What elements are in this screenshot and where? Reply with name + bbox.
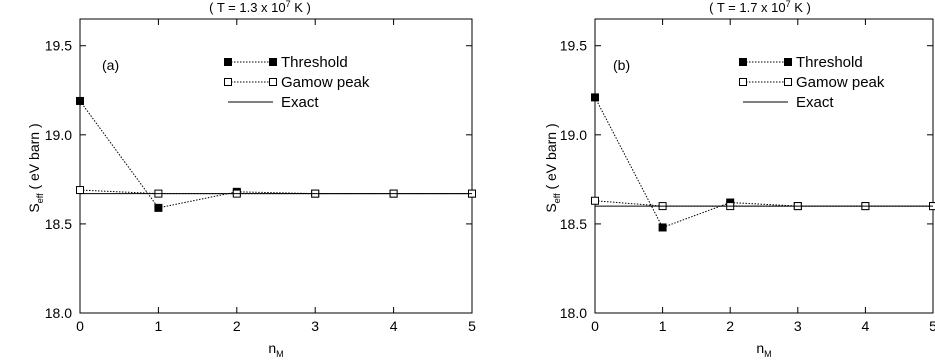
chart-title: ( T = 1.3 x 107 K ): [209, 0, 311, 15]
x-tick-label: 1: [155, 318, 163, 334]
chart-panel-b: ( T = 1.7 x 107 K ) 0 1 2 3 4 5 18.0 18.5 19.0 19.…: [543, 0, 935, 359]
x-axis-label-main: n: [268, 340, 276, 356]
legend-marker-threshold: [784, 58, 792, 66]
data-point-gamow-peak: [591, 196, 599, 205]
legend-label-gamow-peak: Gamow peak: [281, 74, 370, 91]
y-axis-label-sub: eff: [35, 193, 45, 203]
chart-title-text: ( T = 1.7 x 10: [709, 0, 785, 15]
y-axis-label-unit: ( eV barn ): [26, 123, 42, 193]
panel-label: (a): [102, 57, 119, 73]
y-axis-label-sub: eff: [552, 193, 562, 203]
panel-label: (b): [613, 57, 630, 73]
x-tick-label: 4: [862, 318, 870, 334]
chart-panel-a: ( T = 1.3 x 107 K ) 0 1 2 3 4 5 18.0 18.5 19.0 19.…: [26, 0, 476, 359]
data-point-gamow-peak: [76, 186, 84, 195]
legend-marker-threshold: [269, 58, 277, 66]
series-line-gamow-peak: [594, 200, 933, 207]
chart-title-exponent: 7: [286, 0, 291, 9]
plot-frame: [79, 18, 473, 314]
data-point-threshold: [658, 223, 667, 232]
x-axis-label-main: n: [756, 340, 764, 356]
legend-marker-gamow-peak: [784, 78, 792, 86]
chart-title-text: ( T = 1.3 x 10: [209, 0, 285, 15]
chart-title: ( T = 1.7 x 107 K ): [709, 0, 811, 15]
y-tick-label: 18.5: [45, 216, 72, 232]
y-tick-label: 18.5: [560, 216, 587, 232]
x-tick-label: 1: [659, 318, 667, 334]
x-tick-label: 3: [311, 318, 319, 334]
legend-label-threshold: Threshold: [796, 54, 863, 71]
legend-label-gamow-peak: Gamow peak: [796, 74, 885, 91]
x-tick-label: 5: [468, 318, 476, 334]
x-axis-label-sub: M: [764, 349, 772, 359]
y-tick-label: 18.0: [560, 305, 587, 321]
legend-marker-gamow-peak: [739, 78, 747, 86]
chart-title-exponent: 7: [786, 0, 791, 9]
legend-label-threshold: Threshold: [281, 54, 348, 71]
legend-marker-gamow-peak: [224, 78, 232, 86]
x-tick-label: 2: [233, 318, 241, 334]
y-tick-label: 19.5: [45, 38, 72, 54]
y-axis-label-unit: ( eV barn ): [543, 123, 559, 193]
x-tick-label: 0: [591, 318, 599, 334]
x-tick-label: 3: [794, 318, 802, 334]
legend-label-exact: Exact: [281, 94, 319, 111]
x-tick-label: 5: [929, 318, 935, 334]
legend-marker-gamow-peak: [269, 78, 277, 86]
plot-frame: [594, 18, 934, 314]
y-axis-label-main: S: [543, 203, 559, 212]
series-line-threshold: [79, 100, 472, 209]
x-tick-label: 0: [76, 318, 84, 334]
y-axis-label: Seff ( eV barn ): [26, 123, 45, 212]
y-axis-label: Seff ( eV barn ): [543, 123, 562, 212]
data-point-threshold: [154, 203, 163, 212]
legend-marker-threshold: [224, 58, 232, 66]
x-tick-label: 4: [390, 318, 398, 334]
x-tick-label: 2: [726, 318, 734, 334]
x-axis-label: nM: [268, 340, 283, 359]
y-tick-label: 19.5: [560, 38, 587, 54]
series-line-threshold: [594, 97, 933, 229]
data-point-threshold: [76, 96, 84, 105]
x-axis-label: nM: [756, 340, 771, 359]
data-point-threshold: [591, 93, 599, 102]
y-axis-label-main: S: [26, 203, 42, 212]
y-tick-label: 19.0: [45, 127, 72, 143]
x-axis-label-sub: M: [276, 349, 284, 359]
y-tick-label: 19.0: [560, 127, 587, 143]
chart-title-unit: K ): [791, 0, 811, 15]
y-tick-label: 18.0: [45, 305, 72, 321]
series-line-gamow-peak: [79, 189, 472, 195]
legend-label-exact: Exact: [796, 94, 834, 111]
chart-title-unit: K ): [291, 0, 311, 15]
legend-marker-threshold: [739, 58, 747, 66]
